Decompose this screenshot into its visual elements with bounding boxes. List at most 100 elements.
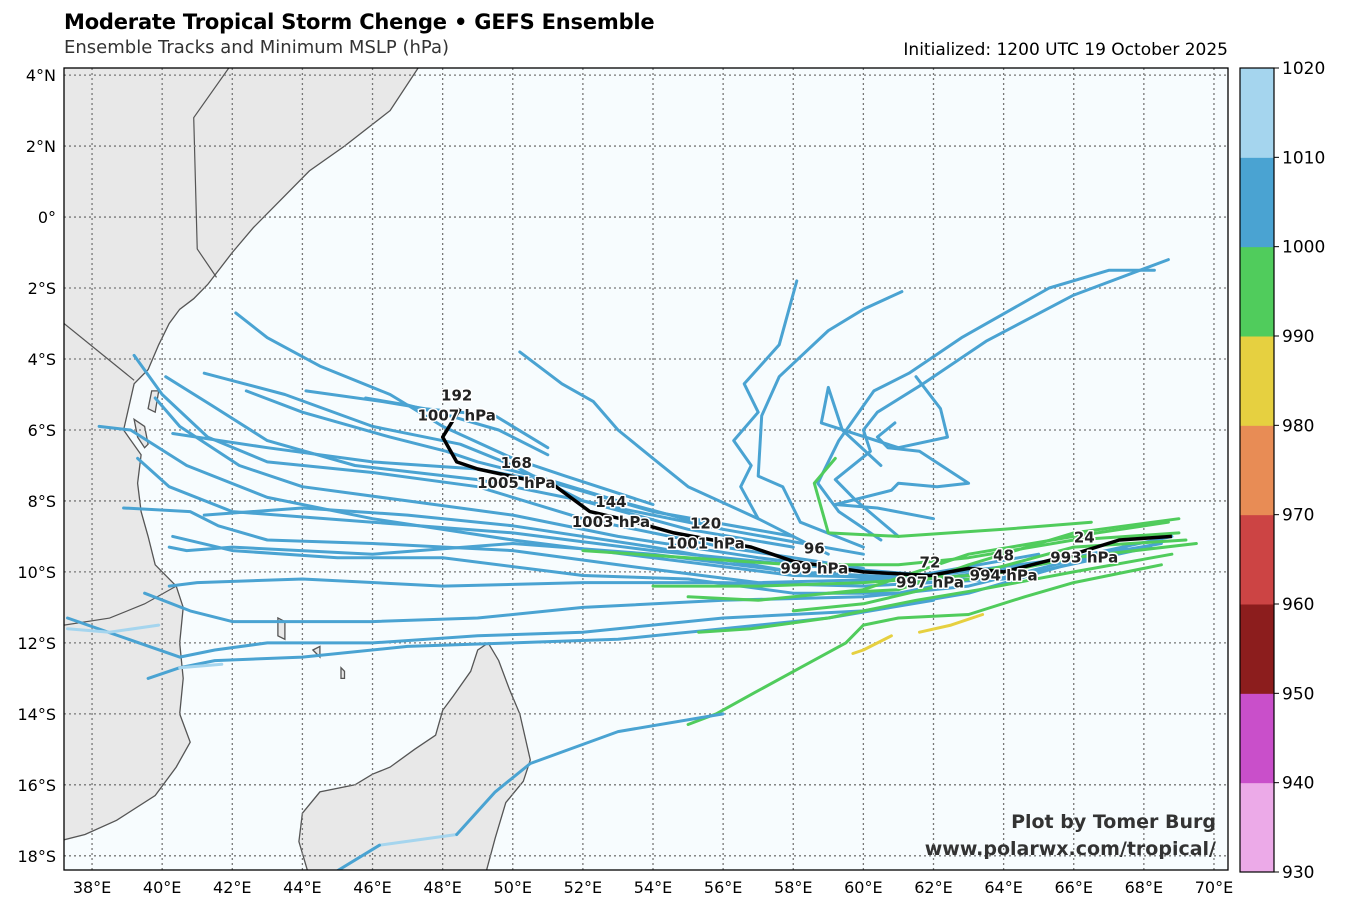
axis-labels: 38°E 40°E 42°E 44°E 46°E 48°E 50°E 52°E 54°E 56°E… bbox=[17, 66, 1233, 897]
lon-tick-label: 44°E bbox=[283, 878, 321, 897]
lat-tick-label: 4°N bbox=[26, 66, 56, 85]
colorbar-tick-label: 1000 bbox=[1282, 238, 1325, 258]
mslp-label: 1001 hPa bbox=[666, 534, 744, 552]
member-track-38 bbox=[178, 662, 224, 670]
chart-subtitle: Ensemble Tracks and Minimum MSLP (hPa) bbox=[64, 37, 450, 58]
member-track-39 bbox=[378, 833, 459, 847]
pemba-landmass bbox=[147, 390, 160, 414]
member-track-12 bbox=[132, 353, 865, 570]
member-track-28 bbox=[651, 538, 1188, 588]
lon-tick-label: 48°E bbox=[423, 878, 461, 897]
member-track-13 bbox=[164, 375, 865, 556]
member-track-23 bbox=[816, 268, 1156, 542]
colorbar-segment bbox=[1240, 336, 1274, 426]
member-track-7 bbox=[171, 534, 988, 595]
forecast-hour-label: 24 bbox=[1074, 529, 1095, 547]
lat-tick-label: 0° bbox=[38, 208, 56, 227]
colorbar-tick-label: 1010 bbox=[1282, 148, 1325, 168]
chart-title: Moderate Tropical Storm Chenge • GEFS En… bbox=[64, 10, 655, 34]
member-track-17 bbox=[234, 311, 655, 506]
member-track-15 bbox=[202, 371, 795, 549]
mslp-label: 993 hPa bbox=[1050, 549, 1118, 567]
member-track-11 bbox=[153, 396, 900, 577]
lon-tick-label: 70°E bbox=[1195, 878, 1233, 897]
lon-tick-label: 58°E bbox=[774, 878, 812, 897]
forecast-hour-label: 192 bbox=[441, 387, 472, 405]
mean-track-line bbox=[440, 407, 1173, 578]
member-track-6 bbox=[146, 598, 935, 680]
colorbar-segment bbox=[1240, 514, 1274, 605]
lat-tick-label: 8°S bbox=[28, 492, 56, 511]
lon-tick-label: 68°E bbox=[1125, 878, 1163, 897]
colorbar-segment bbox=[1240, 68, 1274, 158]
ensemble-member-tracks bbox=[66, 258, 1198, 870]
lat-tick-label: 16°S bbox=[17, 776, 56, 795]
lon-tick-label: 66°E bbox=[1055, 878, 1093, 897]
member-track-16 bbox=[244, 389, 725, 531]
map-frame bbox=[63, 67, 1229, 871]
forecast-hour-label: 144 bbox=[595, 493, 626, 511]
madagascar-landmass bbox=[298, 641, 531, 870]
member-track-10 bbox=[97, 424, 971, 581]
member-track-37 bbox=[66, 623, 161, 634]
lon-tick-label: 52°E bbox=[564, 878, 602, 897]
member-track-35 bbox=[851, 634, 893, 655]
colorbar-segment bbox=[1240, 157, 1274, 248]
lon-tick-label: 64°E bbox=[984, 878, 1022, 897]
member-track-27 bbox=[581, 531, 1181, 567]
lon-tick-label: 50°E bbox=[494, 878, 532, 897]
member-track-34 bbox=[812, 456, 1093, 538]
colorbar-tick-label: 980 bbox=[1282, 416, 1314, 436]
forecast-hour-label: 168 bbox=[501, 454, 532, 472]
forecast-hour-label: 48 bbox=[993, 546, 1014, 564]
forecast-hour-labels: 24 993 hPa 48 994 hPa 72 997 hPa 96 999 hPa 120 1… bbox=[416, 385, 1120, 593]
lon-tick-label: 56°E bbox=[704, 878, 742, 897]
member-track-24 bbox=[833, 258, 1170, 538]
colorbar-tick-label: 990 bbox=[1282, 327, 1314, 347]
country-border bbox=[193, 68, 230, 278]
member-track-32 bbox=[697, 552, 1174, 634]
member-track-9 bbox=[202, 506, 935, 585]
mslp-colorbar: 930 940 950 960 970 980 990 1000 1010 1020 bbox=[1239, 59, 1325, 883]
lat-tick-label: 12°S bbox=[17, 634, 56, 653]
gridlines bbox=[64, 68, 1228, 870]
lon-tick-label: 60°E bbox=[844, 878, 882, 897]
colorbar-segment bbox=[1240, 246, 1274, 337]
member-track-31 bbox=[791, 542, 1198, 613]
member-track-40 bbox=[455, 712, 725, 836]
lat-tick-label: 10°S bbox=[17, 563, 56, 582]
forecast-hour-label: 120 bbox=[690, 514, 721, 532]
colorbar-tick-label: 960 bbox=[1282, 595, 1314, 615]
mslp-label: 994 hPa bbox=[970, 566, 1038, 584]
lon-tick-label: 42°E bbox=[213, 878, 251, 897]
mslp-label: 1005 hPa bbox=[477, 474, 555, 492]
member-track-36 bbox=[918, 613, 985, 634]
colorbar-segment bbox=[1240, 693, 1274, 784]
colorbar-tick-label: 940 bbox=[1282, 774, 1314, 794]
initialized-timestamp: Initialized: 1200 UTC 19 October 2025 bbox=[903, 40, 1228, 60]
member-track-41 bbox=[335, 843, 381, 870]
mslp-label: 997 hPa bbox=[896, 573, 964, 591]
mslp-label: 1007 hPa bbox=[417, 407, 495, 425]
mslp-label: 999 hPa bbox=[780, 559, 848, 577]
credit-url: www.polarwx.com/tropical/ bbox=[924, 838, 1216, 860]
lat-tick-label: 14°S bbox=[17, 705, 56, 724]
colorbar-tick-label: 970 bbox=[1282, 506, 1314, 526]
member-track-29 bbox=[686, 520, 1170, 602]
colorbar-segment bbox=[1240, 782, 1274, 873]
country-border bbox=[64, 323, 135, 381]
forecast-hour-label: 96 bbox=[804, 539, 825, 557]
member-track-21 bbox=[732, 279, 830, 556]
credit-author: Plot by Tomer Burg bbox=[1011, 811, 1216, 833]
lon-tick-label: 38°E bbox=[73, 878, 111, 897]
mslp-label: 1003 hPa bbox=[572, 513, 650, 531]
lat-tick-label: 6°S bbox=[28, 421, 56, 440]
lat-tick-label: 2°N bbox=[26, 137, 56, 156]
country-border bbox=[64, 585, 177, 626]
lat-tick-label: 2°S bbox=[28, 279, 56, 298]
mayotte-landmass bbox=[340, 666, 346, 680]
member-track-22 bbox=[756, 290, 904, 549]
forecast-hour-label: 72 bbox=[920, 553, 941, 571]
lon-tick-label: 46°E bbox=[353, 878, 391, 897]
